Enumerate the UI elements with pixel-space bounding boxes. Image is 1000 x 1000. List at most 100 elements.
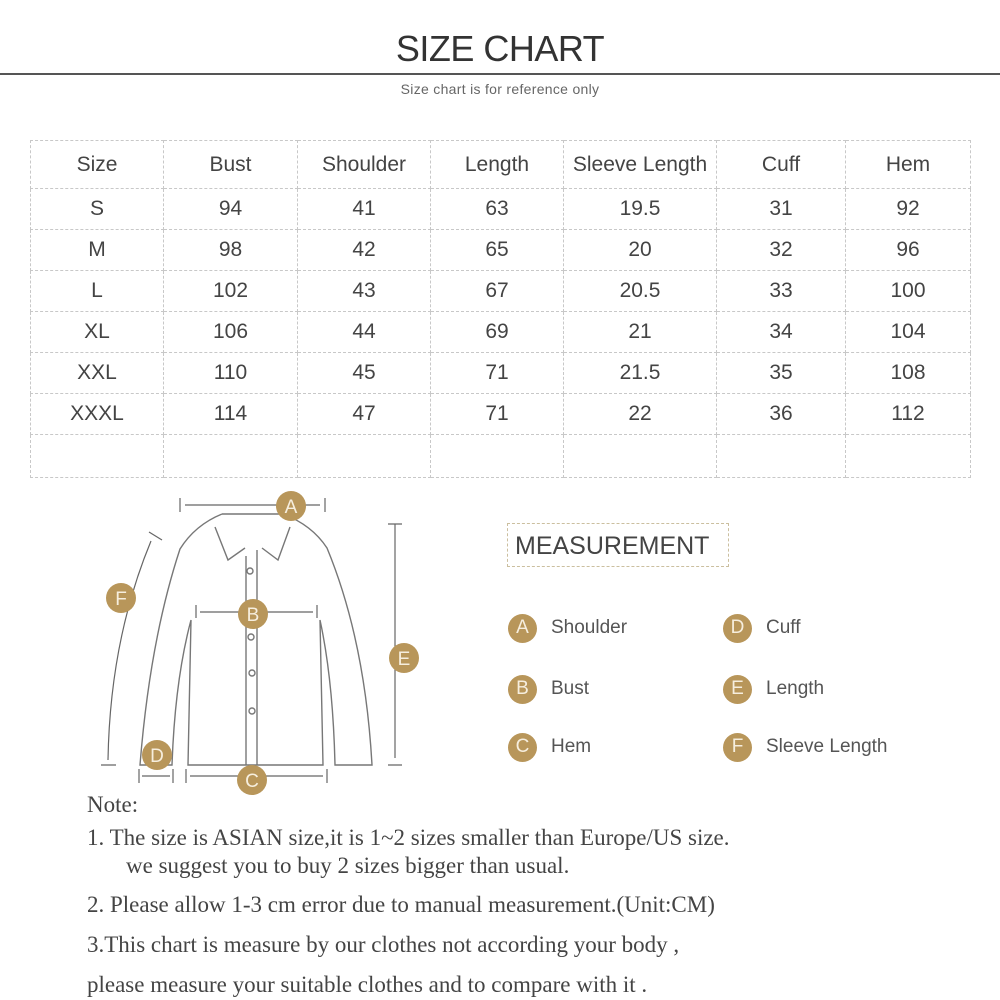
table-cell-empty	[430, 434, 564, 478]
svg-text:E: E	[398, 649, 411, 670]
table-cell: 36	[716, 393, 846, 435]
table-row: XXXL 114 47 71 22 36 112	[30, 393, 971, 435]
table-cell: Shoulder	[297, 140, 431, 189]
table-cell-empty	[163, 434, 298, 478]
table-row-empty	[30, 434, 971, 478]
marker-f: F	[106, 583, 136, 613]
marker-e: E	[389, 643, 419, 673]
table-cell: 108	[845, 352, 971, 394]
table-cell: 20	[563, 229, 717, 271]
table-cell: Hem	[845, 140, 971, 189]
badge-b: B	[508, 674, 537, 704]
page-subtitle: Size chart is for reference only	[400, 81, 600, 97]
table-cell: 21	[563, 311, 717, 353]
table-row: M 98 42 65 20 32 96	[30, 229, 971, 271]
table-cell: 112	[845, 393, 971, 435]
table-cell: 104	[845, 311, 971, 353]
marker-c: C	[237, 765, 267, 795]
table-header-row: Size Bust Shoulder Length Sleeve Length Cuff H…	[30, 140, 971, 189]
shirt-diagram: A B C D E F	[101, 491, 419, 795]
legend-item-sleeve-length: F Sleeve Length	[723, 732, 888, 762]
table-row: L 102 43 67 20.5 33 100	[30, 270, 971, 312]
table-cell: 71	[430, 352, 564, 394]
legend-item-length: E Length	[723, 674, 824, 704]
table-cell: 94	[163, 188, 298, 230]
table-cell: 102	[163, 270, 298, 312]
dimension-lines	[101, 498, 402, 783]
table-cell: S	[30, 188, 164, 230]
marker-d: D	[142, 740, 172, 770]
marker-b: B	[238, 599, 268, 629]
badge-e: E	[723, 674, 752, 704]
table-cell: 20.5	[563, 270, 717, 312]
badge-d: D	[723, 613, 752, 643]
badge-f: F	[723, 732, 752, 762]
table-cell: 43	[297, 270, 431, 312]
note-2: 2. Please allow 1-3 cm error due to manu…	[87, 892, 715, 917]
marker-a: A	[276, 491, 306, 521]
table-cell: 65	[430, 229, 564, 271]
svg-text:B: B	[247, 605, 260, 626]
table-cell: 21.5	[563, 352, 717, 394]
table-cell: L	[30, 270, 164, 312]
table-cell: 67	[430, 270, 564, 312]
table-cell: Bust	[163, 140, 298, 189]
table-row: XL 106 44 69 21 34 104	[30, 311, 971, 353]
measurement-title: MEASUREMENT	[507, 523, 729, 567]
table-cell: XXXL	[30, 393, 164, 435]
legend-label: Shoulder	[551, 617, 628, 638]
table-cell-empty	[30, 434, 164, 478]
table-cell: 69	[430, 311, 564, 353]
svg-text:D: D	[150, 746, 164, 767]
table-cell: 71	[430, 393, 564, 435]
table-cell: 31	[716, 188, 846, 230]
table-cell: 19.5	[563, 188, 717, 230]
table-cell: 98	[163, 229, 298, 271]
table-cell: 92	[845, 188, 971, 230]
svg-text:C: C	[245, 771, 259, 792]
size-table: Size Bust Shoulder Length Sleeve Length Cuff H…	[30, 140, 971, 478]
page-title: SIZE CHART	[395, 28, 605, 69]
table-cell: 114	[163, 393, 298, 435]
table-row: S 94 41 63 19.5 31 92	[30, 188, 971, 230]
table-cell: 63	[430, 188, 564, 230]
table-cell: 35	[716, 352, 846, 394]
table-cell: 42	[297, 229, 431, 271]
table-cell: 96	[845, 229, 971, 271]
legend-label: Cuff	[766, 617, 801, 638]
legend-label: Bust	[551, 678, 590, 699]
table-cell: 100	[845, 270, 971, 312]
table-cell: Cuff	[716, 140, 846, 189]
legend-item-bust: B Bust	[508, 674, 589, 704]
note-3: 3.This chart is measure by our clothes n…	[87, 932, 680, 957]
note-3-continued: please measure your suitable clothes and…	[87, 972, 648, 997]
legend-item-shoulder: A Shoulder	[508, 613, 627, 643]
table-cell-empty	[297, 434, 431, 478]
table-cell: 22	[563, 393, 717, 435]
table-cell: 47	[297, 393, 431, 435]
diagram-markers: A B C D E F	[106, 491, 419, 795]
table-cell-empty	[563, 434, 717, 478]
table-cell: 32	[716, 229, 846, 271]
notes-heading: Note:	[87, 792, 139, 817]
badge-a: A	[508, 613, 537, 643]
table-cell: M	[30, 229, 164, 271]
legend-label: Length	[766, 678, 825, 699]
svg-text:F: F	[115, 589, 127, 610]
table-cell: Sleeve Length	[563, 140, 717, 189]
table-cell: XL	[30, 311, 164, 353]
table-cell: 45	[297, 352, 431, 394]
table-cell: Size	[30, 140, 164, 189]
table-cell-empty	[716, 434, 846, 478]
note-1: 1. The size is ASIAN size,it is 1~2 size…	[87, 825, 730, 850]
badge-c: C	[508, 732, 537, 762]
table-row: XXL 110 45 71 21.5 35 108	[30, 352, 971, 394]
title-divider	[0, 73, 1000, 75]
legend-item-cuff: D Cuff	[723, 613, 801, 643]
legend-item-hem: C Hem	[508, 732, 591, 762]
table-cell: 44	[297, 311, 431, 353]
table-cell: 33	[716, 270, 846, 312]
table-cell: XXL	[30, 352, 164, 394]
table-cell: 41	[297, 188, 431, 230]
table-cell: 34	[716, 311, 846, 353]
